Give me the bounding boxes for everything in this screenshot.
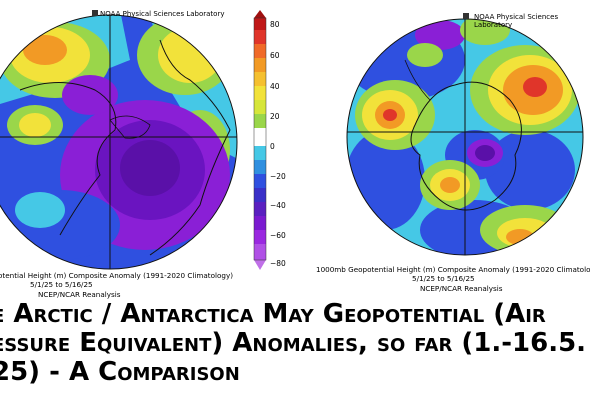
colorbar-tick: 20 <box>270 112 280 121</box>
antarctic-anomaly-map <box>346 13 584 256</box>
headline: e Arctic / Antarctica May Geopotential (… <box>0 300 590 387</box>
colorbar-tick: 40 <box>270 82 280 91</box>
left-lab-label: NOAA Physical Sciences Laboratory <box>100 10 225 18</box>
colorbar-tick: 80 <box>270 20 280 29</box>
headline-line-3: 25) - A Comparison <box>0 357 240 387</box>
right-caption-title: 1000mb Geopotential Height (m) Composite… <box>316 265 590 274</box>
right-caption-dates: 5/1/25 to 5/16/25 <box>412 274 475 283</box>
left-caption-source: NCEP/NCAR Reanalysis <box>38 290 121 299</box>
colorbar-tick: −80 <box>270 259 286 268</box>
right-caption-source: NCEP/NCAR Reanalysis <box>420 284 503 293</box>
headline-line-2: essure Equivalent) Anomalies, so far (1.… <box>0 328 587 358</box>
right-lab-label: NOAA Physical Sciences Laboratory <box>474 13 559 29</box>
left-caption-dates: 5/1/25 to 5/16/25 <box>30 280 93 289</box>
left-caption-title: otential Height (m) Composite Anomaly (1… <box>0 271 234 280</box>
colorbar-tick: 60 <box>270 51 280 60</box>
colorbar-tick: −20 <box>270 172 286 181</box>
arctic-anomaly-map <box>0 10 238 270</box>
colorbar-tick: 0 <box>270 142 275 151</box>
colorbar-tick: −60 <box>270 231 286 240</box>
colorbar-tick: −40 <box>270 201 286 210</box>
headline-line-1: e Arctic / Antarctica May Geopotential (… <box>0 300 546 329</box>
colorbar <box>253 10 267 270</box>
